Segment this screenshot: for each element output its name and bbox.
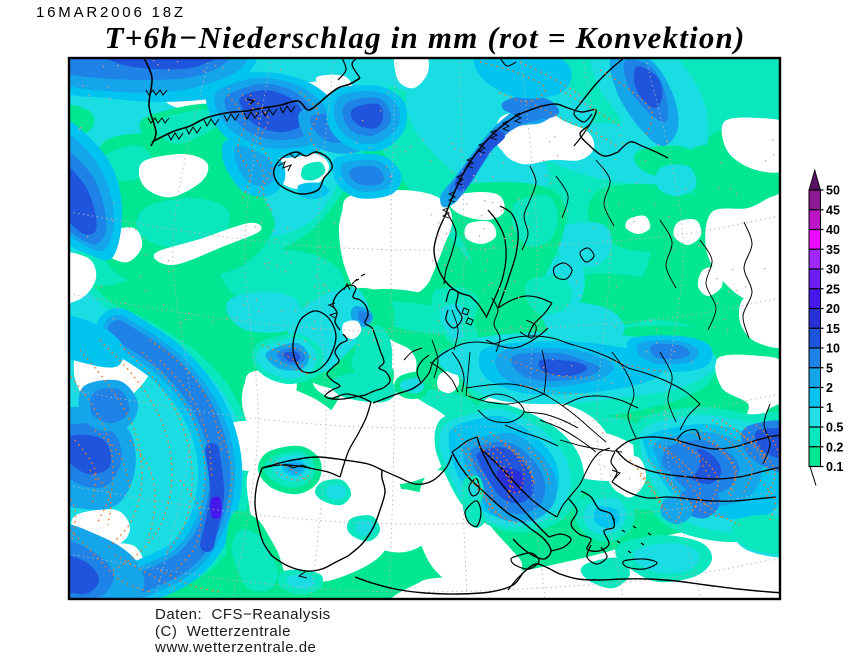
svg-text:35: 35 xyxy=(826,243,840,257)
svg-text:30: 30 xyxy=(826,263,840,277)
svg-text:2: 2 xyxy=(826,381,833,395)
svg-text:5: 5 xyxy=(826,361,833,375)
svg-text:15: 15 xyxy=(826,322,840,336)
svg-text:0.5: 0.5 xyxy=(826,421,843,435)
svg-text:10: 10 xyxy=(826,342,840,356)
svg-text:0.1: 0.1 xyxy=(826,460,843,474)
svg-text:45: 45 xyxy=(826,203,840,217)
svg-text:25: 25 xyxy=(826,282,840,296)
svg-text:0.2: 0.2 xyxy=(826,440,843,454)
svg-text:50: 50 xyxy=(826,184,840,198)
svg-text:1: 1 xyxy=(826,401,833,415)
svg-text:20: 20 xyxy=(826,302,840,316)
svg-text:40: 40 xyxy=(826,223,840,237)
